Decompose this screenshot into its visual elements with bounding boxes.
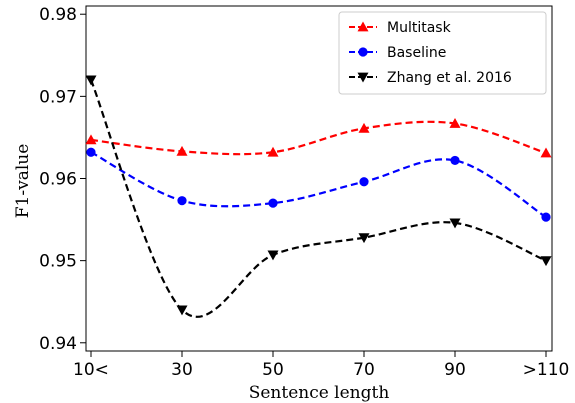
y-tick-label: 0.94 (39, 334, 77, 354)
legend: Multitask Baseline Zhang et al. 2016 (339, 12, 546, 94)
data-point (541, 213, 550, 222)
y-axis-label: F1-value (13, 144, 33, 219)
y-tick-label: 0.95 (39, 252, 77, 272)
data-point (86, 148, 95, 157)
y-tick-label: 0.97 (39, 87, 77, 107)
data-point (450, 156, 459, 165)
data-point (177, 196, 186, 205)
x-tick-label: 30 (171, 360, 193, 380)
x-tick-label: >110 (523, 360, 570, 380)
y-tick-label: 0.96 (39, 170, 77, 190)
legend-label: Multitask (387, 20, 452, 36)
x-tick-label: 10< (73, 360, 109, 380)
legend-label: Zhang et al. 2016 (387, 70, 512, 86)
legend-label: Baseline (387, 45, 446, 61)
y-tick-label: 0.98 (39, 5, 77, 25)
x-axis-ticks: 10< 30 50 70 90 >110 (73, 351, 569, 380)
data-point (359, 177, 368, 186)
x-tick-label: 70 (353, 360, 375, 380)
x-tick-label: 90 (444, 360, 466, 380)
y-axis-ticks: 0.94 0.95 0.96 0.97 0.98 (39, 5, 86, 354)
x-tick-label: 50 (262, 360, 284, 380)
data-point (268, 199, 277, 208)
x-axis-label: Sentence length (249, 383, 390, 403)
legend-marker (358, 47, 367, 56)
